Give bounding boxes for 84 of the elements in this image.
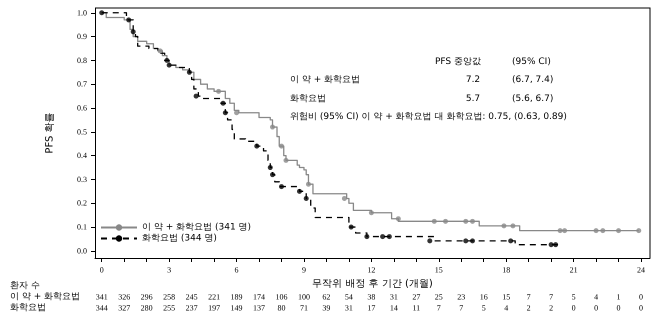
annotation: 이 약 + 화학요법 xyxy=(290,75,360,85)
x-tick-label: 12 xyxy=(367,266,376,274)
x-tick-label: 18 xyxy=(502,266,510,274)
y-tick-label: 0.4 xyxy=(77,151,87,160)
point xyxy=(396,216,401,222)
point xyxy=(279,184,284,190)
x-tick-label: 21 xyxy=(570,266,578,274)
point xyxy=(126,17,132,22)
y-tick-label: 1.0 xyxy=(77,8,87,18)
point xyxy=(166,62,172,68)
text: 이 약 + 화학요법 xyxy=(10,292,80,302)
point xyxy=(432,218,437,224)
point xyxy=(186,70,192,75)
point xyxy=(130,29,136,34)
point xyxy=(304,196,309,201)
annotation: 7.2 xyxy=(466,75,480,85)
text: 환자 수 xyxy=(10,281,40,291)
text: 화학요법 xyxy=(10,303,46,313)
x-axis-title: 무작위 배정 후 기간 (개월) xyxy=(312,278,433,290)
point xyxy=(427,238,432,244)
x-tick-label: 24 xyxy=(637,266,646,274)
point xyxy=(158,48,163,54)
point xyxy=(270,124,276,130)
x-tick-label: 6 xyxy=(234,266,239,274)
y-tick-label: 0.9 xyxy=(77,32,87,42)
y-tick-label: 0.3 xyxy=(77,174,87,184)
point xyxy=(194,94,199,99)
point xyxy=(558,228,563,234)
annotation: (95% CI) xyxy=(512,57,551,67)
point xyxy=(270,172,276,178)
point xyxy=(220,100,226,106)
point xyxy=(364,234,370,240)
point xyxy=(508,238,514,244)
point xyxy=(222,110,228,116)
point xyxy=(342,196,347,201)
legend-label: 화학요법 (344 명) xyxy=(142,234,217,244)
point xyxy=(380,234,386,240)
point xyxy=(386,234,392,240)
x-tick-label: 3 xyxy=(167,266,172,274)
point xyxy=(463,238,468,244)
point xyxy=(616,228,622,234)
annotation: 화학요법 xyxy=(290,94,326,104)
point xyxy=(548,242,554,248)
point xyxy=(368,210,374,216)
point xyxy=(510,223,516,228)
point xyxy=(470,218,475,224)
y-tick-label: 0.5 xyxy=(77,127,87,136)
point xyxy=(553,242,558,248)
text: 341 326 296 258 245 221 189 174 106 100 62 54 38 31 27 25 23 16 15 7 7 5 4 1 0 xyxy=(96,292,644,302)
annotation: 위험비 (95% CI) 이 약 + 화학요법 대 화학요법: 0.75, (0.63, 0.89) xyxy=(290,112,567,122)
point xyxy=(99,10,104,16)
y-tick-label: 0.8 xyxy=(77,56,87,65)
point xyxy=(562,228,568,234)
annotation: PFS 중앙값 xyxy=(434,57,482,67)
point xyxy=(216,88,222,94)
point xyxy=(348,224,354,230)
y-tick-label: 0.1 xyxy=(77,222,87,232)
point xyxy=(600,228,606,234)
point xyxy=(279,144,284,149)
point xyxy=(470,238,475,244)
annotation: (6.7, 7.4) xyxy=(512,75,554,85)
point xyxy=(501,223,506,228)
point xyxy=(636,228,642,234)
point xyxy=(164,58,170,63)
point xyxy=(296,188,302,194)
point xyxy=(254,144,260,149)
x-tick-label: 15 xyxy=(434,266,443,274)
point xyxy=(268,165,273,170)
y-tick-label: 0.2 xyxy=(77,198,87,208)
y-tick-label: 0.0 xyxy=(77,246,87,256)
annotation: (5.6, 6.7) xyxy=(512,94,554,104)
point xyxy=(283,158,288,163)
point xyxy=(463,218,468,224)
annotation: 5.7 xyxy=(466,94,480,104)
x-tick-label: 0 xyxy=(100,266,104,274)
y-tick-label: 0.7 xyxy=(77,80,87,89)
legend-label: 이 약 + 화학요법 (341 명) xyxy=(142,222,252,232)
text: 344 327 280 255 237 197 149 137 80 71 39 31 17 14 11 7 7 5 4 2 2 0 0 0 0 xyxy=(96,304,644,312)
point xyxy=(443,218,448,224)
x-tick-label: 9 xyxy=(302,266,306,274)
point xyxy=(306,182,311,187)
y-tick-label: 0.6 xyxy=(77,104,87,112)
point xyxy=(594,228,599,234)
y-axis-title: PFS 확률 xyxy=(44,112,56,154)
